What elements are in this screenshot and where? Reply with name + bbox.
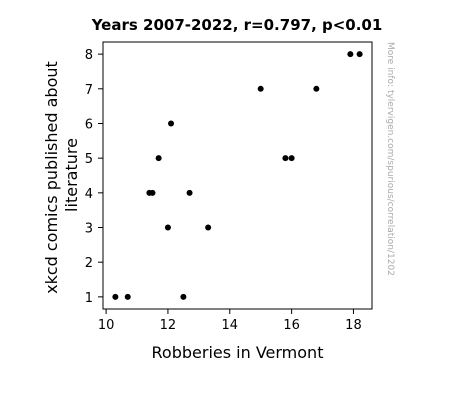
- data-point: [155, 155, 162, 162]
- data-point: [186, 189, 193, 196]
- data-point: [180, 293, 187, 300]
- x-axis-label: Robberies in Vermont: [152, 343, 324, 362]
- data-point: [168, 120, 175, 127]
- x-tick-label: 18: [345, 318, 362, 333]
- y-tick-label: 2: [85, 256, 93, 271]
- y-axis-ticks: 1 2 3 4 5 6 7 8: [85, 48, 103, 306]
- y-axis-label: xkcd comics published about literature: [42, 56, 81, 294]
- y-tick-label: 7: [85, 83, 93, 98]
- watermark-text: More info: tylervigen.com/spurious/corre…: [385, 42, 395, 276]
- plot-area-frame: [102, 41, 373, 310]
- y-tick-label: 5: [85, 152, 93, 167]
- chart-title: Years 2007-2022, r=0.797, p<0.01: [91, 16, 383, 34]
- x-tick-label: 16: [283, 318, 300, 333]
- x-tick-label: 14: [221, 318, 238, 333]
- y-tick-label: 8: [85, 48, 93, 63]
- data-point: [347, 51, 354, 58]
- y-axis-label-line-2: literature: [62, 138, 81, 212]
- data-point: [149, 189, 156, 196]
- data-point: [282, 155, 289, 162]
- x-axis-ticks: 10 12 14 16 18: [98, 309, 362, 333]
- y-tick-label: 4: [85, 187, 93, 202]
- data-point: [164, 224, 171, 231]
- data-point: [205, 224, 212, 231]
- y-tick-label: 3: [85, 222, 93, 237]
- x-tick-label: 10: [98, 318, 115, 333]
- x-tick-label: 12: [160, 318, 177, 333]
- y-tick-label: 1: [85, 291, 93, 306]
- data-points: [112, 51, 363, 300]
- data-point: [356, 51, 363, 58]
- data-point: [257, 85, 264, 92]
- y-axis-label-line-1: xkcd comics published about: [42, 61, 61, 294]
- data-point: [288, 155, 295, 162]
- data-point: [112, 293, 119, 300]
- data-point: [313, 85, 320, 92]
- data-point: [124, 293, 131, 300]
- y-tick-label: 6: [85, 117, 93, 132]
